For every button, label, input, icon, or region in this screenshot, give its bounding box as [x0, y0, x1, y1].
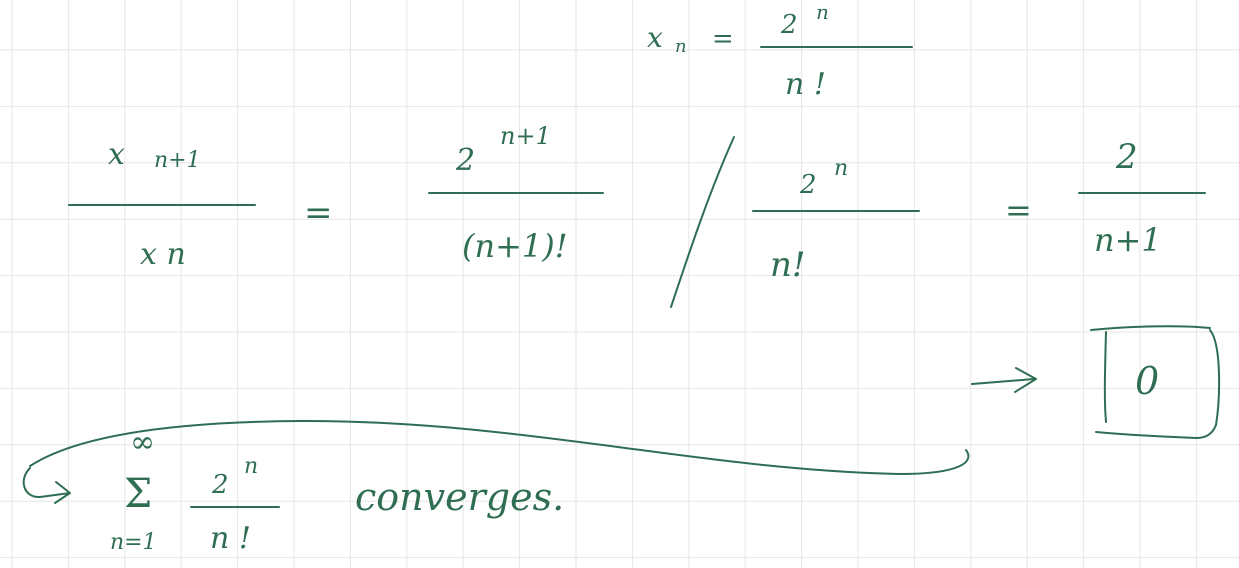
sum-lower-limit: n=1	[110, 530, 157, 555]
definition-fraction-bar	[760, 46, 913, 48]
definition-lhs: x	[647, 21, 663, 54]
ratio-left-numerator-subscript: n+1	[154, 148, 201, 173]
ratio-result-numerator: 2	[1116, 137, 1138, 177]
definition-lhs-subscript: n	[675, 36, 687, 57]
ratio-frac1-numerator: 2	[456, 143, 476, 178]
sum-symbol: Σ	[124, 471, 153, 517]
ratio-frac2-denominator: n!	[770, 245, 806, 285]
sum-term-numerator-exponent: n	[244, 454, 259, 479]
ratio-left-numerator: x	[108, 137, 125, 172]
ratio-frac2-fraction-bar	[752, 210, 920, 212]
converges-word: converges.	[355, 475, 565, 519]
ratio-left-fraction-bar	[68, 204, 256, 206]
ratio-result-fraction-bar	[1078, 192, 1206, 194]
ratio-frac2-numerator: 2	[800, 170, 817, 200]
sum-term-numerator: 2	[212, 470, 229, 500]
definition-numerator: 2	[781, 10, 798, 40]
sum-upper-limit: ∞	[130, 425, 155, 460]
definition-equals: =	[712, 24, 734, 54]
limit-boxed-value: 0	[1135, 359, 1160, 403]
ratio-frac1-denominator: (n+1)!	[462, 227, 568, 265]
sum-term-fraction-bar	[190, 506, 280, 508]
sum-term-denominator: n !	[210, 521, 251, 556]
ratio-frac1-numerator-exponent: n+1	[500, 122, 551, 150]
definition-denominator: n !	[785, 67, 826, 102]
ratio-frac2-numerator-exponent: n	[834, 156, 849, 181]
definition-numerator-exponent: n	[816, 0, 829, 24]
ratio-frac1-fraction-bar	[428, 192, 604, 194]
ratio-equals-2: =	[1005, 191, 1032, 229]
ratio-result-denominator: n+1	[1094, 221, 1162, 259]
ratio-equals-1: =	[304, 193, 333, 233]
ratio-left-denominator: x n	[140, 237, 186, 272]
